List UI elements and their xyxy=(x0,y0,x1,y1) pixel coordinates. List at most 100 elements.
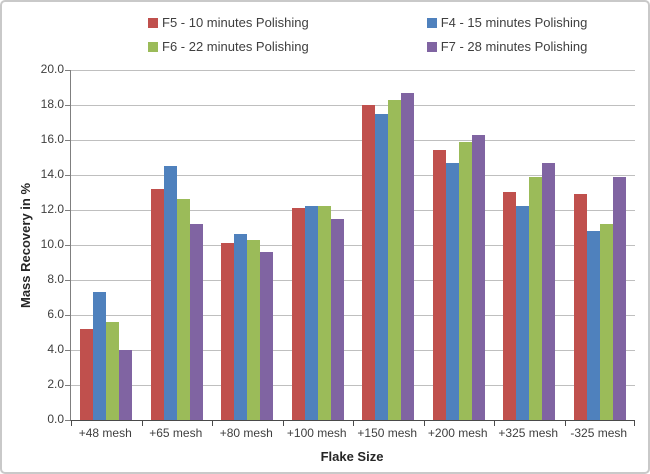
y-axis-tick xyxy=(65,280,70,281)
x-tick-label: +100 mesh xyxy=(286,426,347,440)
gridline xyxy=(71,105,635,106)
gridline xyxy=(71,245,635,246)
gridline xyxy=(71,70,635,71)
x-axis-tick xyxy=(212,421,213,426)
bar-group xyxy=(212,70,283,420)
bar-group xyxy=(565,70,636,420)
y-tick-label: 12.0 xyxy=(40,202,64,216)
y-tick-label: 2.0 xyxy=(47,377,64,391)
x-axis-tick xyxy=(565,421,566,426)
bar xyxy=(388,100,402,420)
bar xyxy=(150,189,164,420)
bar-group xyxy=(142,70,213,420)
bar-group xyxy=(424,70,495,420)
bar xyxy=(304,206,318,420)
bar xyxy=(599,224,613,420)
gridline xyxy=(71,140,635,141)
x-tick-label: +200 mesh xyxy=(427,426,488,440)
x-tick-label: -325 mesh xyxy=(570,426,628,440)
legend: F5 - 10 minutes Polishing F4 - 15 minutes… xyxy=(148,15,587,54)
bar xyxy=(401,93,415,420)
y-axis-tick xyxy=(65,140,70,141)
y-tick-label: 6.0 xyxy=(47,307,64,321)
legend-item-label: F5 - 10 minutes Polishing xyxy=(162,15,309,30)
gridline xyxy=(71,280,635,281)
bar xyxy=(458,142,472,420)
gridline xyxy=(71,385,635,386)
y-axis-tick xyxy=(65,245,70,246)
x-axis-tick xyxy=(71,421,72,426)
gridline xyxy=(71,210,635,211)
bar xyxy=(503,192,517,420)
bar xyxy=(189,224,203,420)
x-axis-tick xyxy=(494,421,495,426)
gridline xyxy=(71,350,635,351)
bar xyxy=(291,208,305,420)
legend-item: F5 - 10 minutes Polishing xyxy=(148,15,309,30)
legend-swatch-icon xyxy=(426,41,437,52)
bar xyxy=(432,150,446,420)
x-tick-label: +48 mesh xyxy=(78,426,132,440)
bar xyxy=(176,199,190,420)
x-axis-title: Flake Size xyxy=(320,449,384,464)
bar xyxy=(471,135,485,420)
bar xyxy=(529,177,543,420)
y-tick-label: 4.0 xyxy=(47,342,64,356)
x-tick-label: +325 mesh xyxy=(498,426,559,440)
legend-item: F7 - 28 minutes Polishing xyxy=(426,39,587,54)
legend-item-label: F4 - 15 minutes Polishing xyxy=(440,15,588,30)
bar xyxy=(260,252,274,420)
bar xyxy=(234,234,248,420)
x-axis-tick xyxy=(283,421,284,426)
legend-swatch-icon xyxy=(148,41,158,52)
y-tick-label: 16.0 xyxy=(40,132,64,146)
x-axis-tick xyxy=(353,421,354,426)
y-tick-label: 0.0 xyxy=(47,412,64,426)
y-axis-tick xyxy=(65,350,70,351)
bar xyxy=(586,231,600,420)
bar xyxy=(362,105,376,420)
y-tick-label: 18.0 xyxy=(40,97,64,111)
bar xyxy=(375,114,389,420)
bar xyxy=(317,206,331,420)
y-axis-tick xyxy=(65,70,70,71)
y-tick-label: 8.0 xyxy=(47,272,64,286)
legend-item-label: F6 - 22 minutes Polishing xyxy=(162,39,309,54)
x-axis-tick xyxy=(424,421,425,426)
legend-item: F4 - 15 minutes Polishing xyxy=(426,15,588,30)
x-axis-tick xyxy=(634,421,635,426)
bar xyxy=(573,194,587,420)
bar xyxy=(247,240,261,420)
bar-group xyxy=(353,70,424,420)
plot-area xyxy=(65,70,636,426)
bar xyxy=(80,329,94,420)
bar xyxy=(516,206,530,420)
bar xyxy=(330,219,344,420)
y-axis-tick xyxy=(65,105,70,106)
y-tick-label: 14.0 xyxy=(40,167,64,181)
y-axis-tick xyxy=(65,175,70,176)
y-axis-tick xyxy=(65,210,70,211)
legend-swatch-icon xyxy=(148,17,158,28)
legend-swatch-icon xyxy=(426,17,437,28)
bar-group xyxy=(494,70,565,420)
y-axis-tick xyxy=(65,315,70,316)
gridline xyxy=(71,175,635,176)
bar xyxy=(106,322,120,420)
bar-group xyxy=(71,70,142,420)
gridline xyxy=(71,315,635,316)
bar xyxy=(119,350,133,420)
bar xyxy=(612,177,626,420)
bar xyxy=(445,163,459,420)
bar xyxy=(542,163,556,420)
x-axis-tick xyxy=(142,421,143,426)
x-tick-label: +80 mesh xyxy=(219,426,273,440)
bar xyxy=(221,243,235,420)
y-axis-tick xyxy=(65,420,70,421)
legend-item: F6 - 22 minutes Polishing xyxy=(148,39,309,54)
x-tick-label: +65 mesh xyxy=(149,426,203,440)
y-axis-tick xyxy=(65,385,70,386)
bar xyxy=(163,166,177,420)
y-tick-label: 10.0 xyxy=(40,237,64,251)
